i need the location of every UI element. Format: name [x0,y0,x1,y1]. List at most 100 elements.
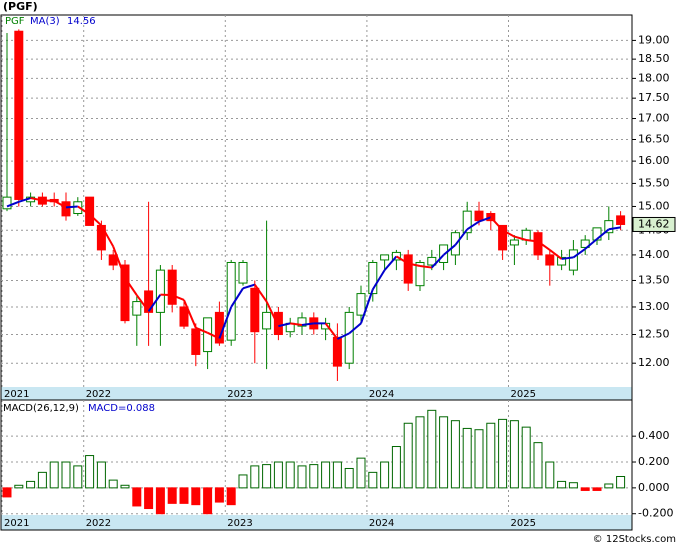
ma-line [265,301,280,327]
ma-line [160,293,173,297]
ma-line [514,235,527,241]
x-tick-label: 2024 [369,389,394,400]
candle-body [604,220,614,234]
ma-line [466,220,480,231]
date-strip [1,387,632,400]
bar [285,461,295,489]
y-tick-label: 16.50 [638,133,670,146]
ma-line [336,332,350,340]
footer: © 12Stocks.com [593,534,676,545]
y-tick-label: 19.00 [638,33,670,46]
ma-line [348,322,362,335]
bar [344,467,354,489]
ma-line [407,262,421,268]
bar [273,461,283,489]
ma-line [6,200,20,208]
ma-line [124,277,138,296]
bar [568,482,578,489]
ma-line [30,197,43,202]
bar [144,487,154,510]
bar [498,418,508,489]
bar [380,461,390,489]
candle-body [557,256,567,266]
bar [450,420,460,489]
ma-line [442,244,457,256]
candle-body [462,210,472,234]
candle-body [545,254,555,266]
bar [557,480,567,489]
candle-body [616,215,626,225]
candle-body [238,261,248,284]
ma-line [77,205,91,216]
y-tick-label: 17.50 [638,91,670,104]
candle-body [427,256,437,266]
candle-body [391,251,401,261]
last-price-label: 14.62 [638,217,670,230]
y-tick-label: 13.00 [638,300,670,313]
x-tick-label: 2025 [511,518,536,529]
candle-body [403,254,413,284]
ma-line [549,249,563,260]
ma-line [100,224,115,247]
candle-body [332,336,342,367]
ma-line [395,255,409,265]
candle-body [250,287,260,333]
ma-line [537,240,551,251]
bar [85,455,95,489]
ma-line [572,248,586,259]
bar [120,484,130,489]
candle-body [368,261,378,295]
bar [332,461,342,489]
y-tick-label: 0.400 [638,429,670,442]
bar [486,422,496,489]
ma-line [171,294,185,301]
bar [391,446,401,489]
ma-line [147,294,162,312]
candle-body [2,196,12,210]
bar [155,487,165,515]
y-tick-label: -0.200 [638,507,673,520]
candle-body [144,290,154,313]
bar [49,461,59,489]
bar [167,487,177,504]
x-tick-label: 2021 [4,518,29,529]
candle-body [297,317,307,327]
bar [61,461,71,489]
y-tick-label: 14.00 [638,248,670,261]
ma-line [324,322,339,340]
bar [321,461,331,489]
candle-body [474,210,484,222]
y-tick-label: 17.00 [638,112,670,125]
bar [580,487,590,491]
ma-line [183,299,197,329]
candle-body [415,261,425,287]
candle-body [509,239,519,246]
y-tick-label: 16.00 [638,154,670,167]
legend-entry: MACD=0.088 [88,403,155,414]
bar [37,471,47,489]
candle-body [108,254,118,266]
bar [73,465,83,489]
bar [521,426,531,489]
candle-body [498,224,508,251]
ma-line [360,289,374,324]
bar [250,465,260,489]
bar [368,471,378,489]
bar [96,461,106,489]
bar [427,409,437,489]
bar [309,464,319,489]
candle-body [191,328,201,355]
x-tick-label: 2023 [227,518,252,529]
bar [462,427,472,489]
legend-value: 14.56 [67,16,96,27]
bar [26,480,36,489]
candle-body [356,293,366,316]
ma-line [502,229,515,238]
x-tick-label: 2024 [369,518,394,529]
bar [545,461,555,489]
macd-title: MACD(26,12,9) [3,403,79,414]
bar [14,484,24,489]
chart-title: (PGF) [3,0,38,13]
candle-body [344,311,354,364]
